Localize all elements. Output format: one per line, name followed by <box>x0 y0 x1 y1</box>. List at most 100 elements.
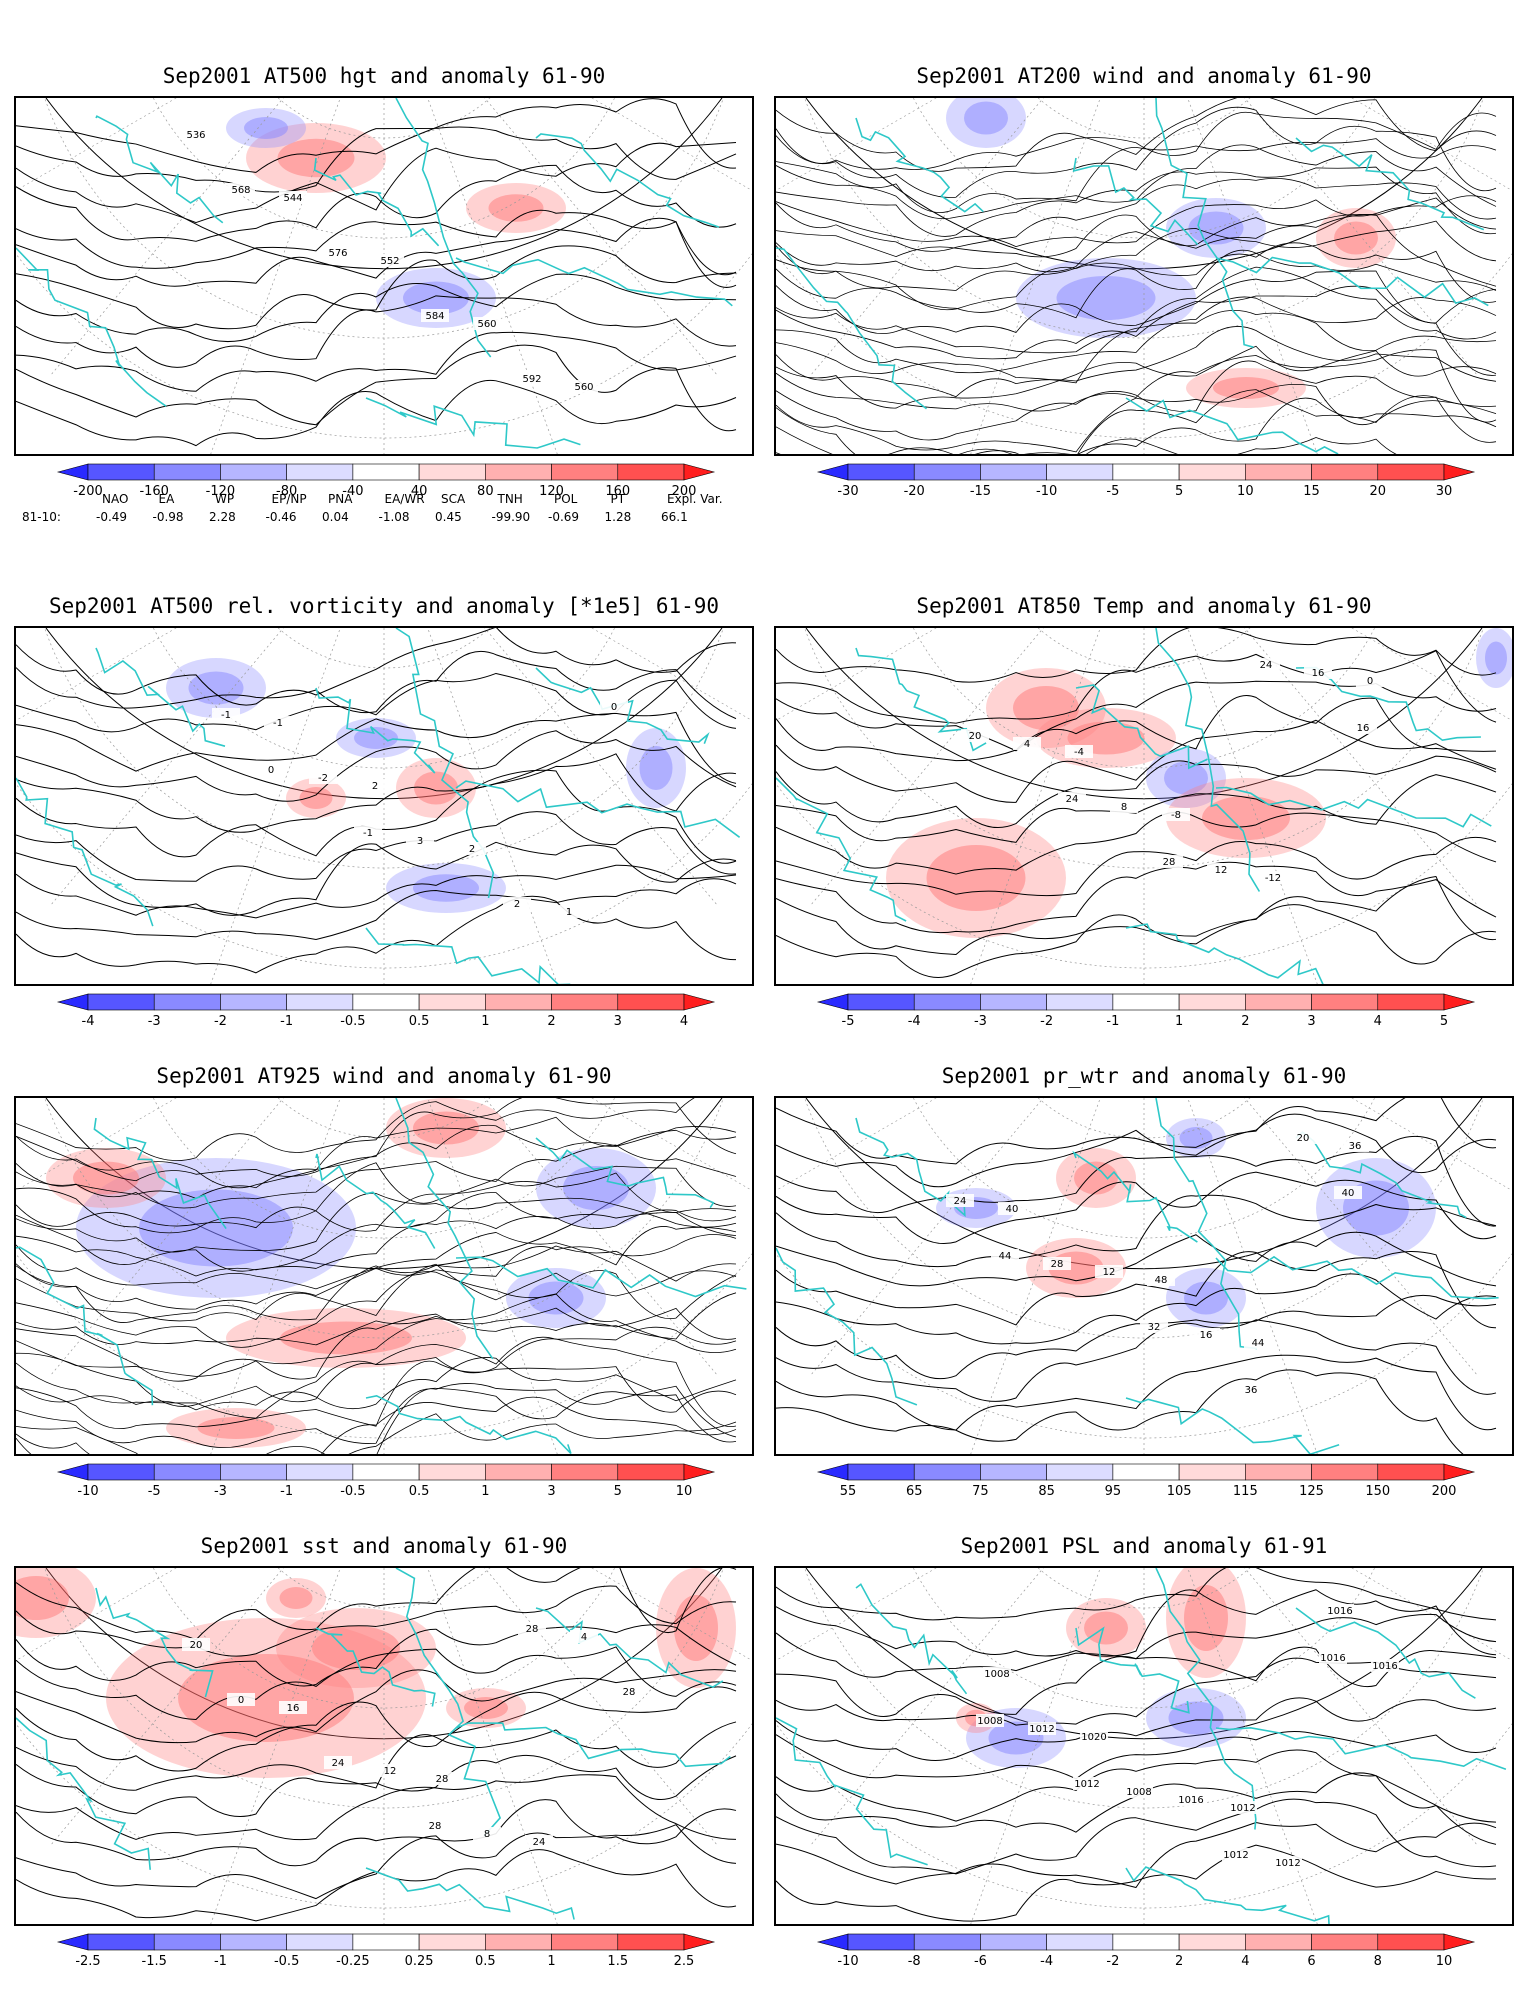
colorbar-label: 2 <box>547 1014 555 1029</box>
streamline <box>776 138 1497 213</box>
positive-anomaly-core <box>1074 1161 1118 1195</box>
colorbar-swatch <box>1178 463 1246 481</box>
colorbar-swatch <box>1046 1463 1114 1481</box>
colorbar-high-arrow <box>1443 993 1476 1011</box>
contour-lines <box>16 628 737 974</box>
negative-anomaly <box>946 98 1026 148</box>
colorbar-label: 200 <box>1432 1484 1457 1499</box>
index-value: -99.90 <box>491 510 531 524</box>
coastline <box>776 247 927 410</box>
index-value: 0.45 <box>435 510 462 524</box>
coastline <box>1155 628 1261 892</box>
positive-anomaly-core <box>414 771 458 805</box>
coastline <box>313 157 440 247</box>
index-value: -0.98 <box>152 510 184 524</box>
colorbar-swatch <box>1311 993 1379 1011</box>
colorbar-label: 120 <box>539 484 564 499</box>
colorbar: -2.5 -1.5 -1 -0.5 -0.25 0.25 0.5 1 1.5 2.5 <box>56 1933 716 1974</box>
coastline <box>776 1247 918 1406</box>
contour-label: 24 <box>332 1758 345 1769</box>
colorbar-swatch <box>913 463 981 481</box>
contour-lines <box>16 1568 737 1922</box>
streamline <box>16 1162 737 1234</box>
coastline <box>455 1722 731 1768</box>
colorbar-label: 3 <box>1307 1014 1315 1029</box>
negative-anomaly <box>1146 1688 1246 1748</box>
streamline <box>776 285 1497 376</box>
coastline <box>315 687 436 774</box>
colorbar-label: 2.5 <box>674 1954 695 1969</box>
contour-label: 568 <box>231 185 250 196</box>
colorbar-label: 150 <box>1365 1484 1390 1499</box>
panel-title: Sep2001 AT500 hgt and anomaly 61-90 <box>162 64 606 88</box>
coastline <box>365 397 581 449</box>
colorbar-swatch <box>980 1933 1047 1951</box>
negative-anomaly-core <box>354 727 398 749</box>
coastline <box>1215 1255 1499 1300</box>
colorbar-swatch <box>1046 993 1114 1011</box>
colorbar-label: 4 <box>1374 1014 1382 1029</box>
colorbar-swatch <box>1311 463 1379 481</box>
colorbar-swatch <box>1377 993 1445 1011</box>
positive-anomaly <box>266 1578 326 1618</box>
map-canvas: 28 24 20 16 12 8 4 0 24 28 28 28 <box>16 1568 752 1924</box>
streamline <box>16 1263 737 1322</box>
colorbar-label: 200 <box>672 484 697 499</box>
colorbar-label: -5 <box>842 1014 855 1029</box>
contour-label: 16 <box>1200 1330 1213 1341</box>
colorbar-swatch <box>1178 993 1246 1011</box>
coastline <box>95 647 226 747</box>
colorbar-label: 2 <box>1241 1014 1249 1029</box>
colorbar-swatch <box>1245 993 1312 1011</box>
streamline <box>776 270 1497 335</box>
contour-line <box>16 1849 737 1922</box>
colorbar-swatch <box>1112 993 1180 1011</box>
coastline <box>1155 1568 1257 1830</box>
contour-label: 560 <box>574 382 593 393</box>
streamline <box>16 1234 737 1310</box>
colorbar-swatch <box>617 993 685 1011</box>
contour-label: 12 <box>384 1766 397 1777</box>
coastlines <box>776 1568 1507 1924</box>
coastline <box>16 777 154 927</box>
graticule <box>776 1568 1512 1924</box>
colorbar-swatches <box>56 993 716 1011</box>
map-canvas <box>16 1098 752 1454</box>
map-prwtr: 48 44 36 40 12 16 20 24 28 32 36 40 44 <box>774 1096 1514 1456</box>
coastline <box>1125 1866 1330 1924</box>
colorbar-label: 125 <box>1299 1484 1324 1499</box>
map-200wind <box>774 96 1514 456</box>
negative-anomaly <box>506 1268 606 1328</box>
colorbar-label: 160 <box>605 484 630 499</box>
contour-label: 2 <box>469 844 475 855</box>
coastline <box>455 1256 747 1298</box>
coastline <box>365 927 571 984</box>
coastline <box>1295 137 1485 231</box>
map-canvas: 536 544 552 560 560 568 576 584 592 <box>16 98 752 454</box>
contour-line <box>776 1354 1497 1431</box>
colorbar-label: 10 <box>1436 1954 1453 1969</box>
colorbar-label: 80 <box>477 484 494 499</box>
anomaly-shading <box>16 1568 736 1778</box>
colorbar-label: 5 <box>1175 484 1183 499</box>
colorbar-label: -40 <box>342 484 363 499</box>
colorbar-swatch <box>153 993 221 1011</box>
contour-line <box>16 164 737 242</box>
colorbar-label: -120 <box>206 484 236 499</box>
contour-label: 44 <box>1252 1338 1265 1349</box>
positive-anomaly <box>1026 1238 1126 1298</box>
colorbar-label: 8 <box>1374 1954 1382 1969</box>
negative-anomaly-core <box>1179 1127 1213 1149</box>
contour-line <box>776 1250 1497 1329</box>
colorbar-label: 3 <box>547 1484 555 1499</box>
colorbar-label: -3 <box>974 1014 987 1029</box>
colorbar-label: 95 <box>1105 1484 1122 1499</box>
colorbar-label: -160 <box>139 484 169 499</box>
index-value: 1.28 <box>604 510 632 524</box>
contour-label: 16 <box>287 1703 300 1714</box>
coastline <box>1075 684 1208 770</box>
streamline <box>16 1338 737 1427</box>
coastline <box>1125 397 1339 454</box>
colorbar-swatch <box>980 1463 1047 1481</box>
negative-anomaly <box>226 108 306 148</box>
